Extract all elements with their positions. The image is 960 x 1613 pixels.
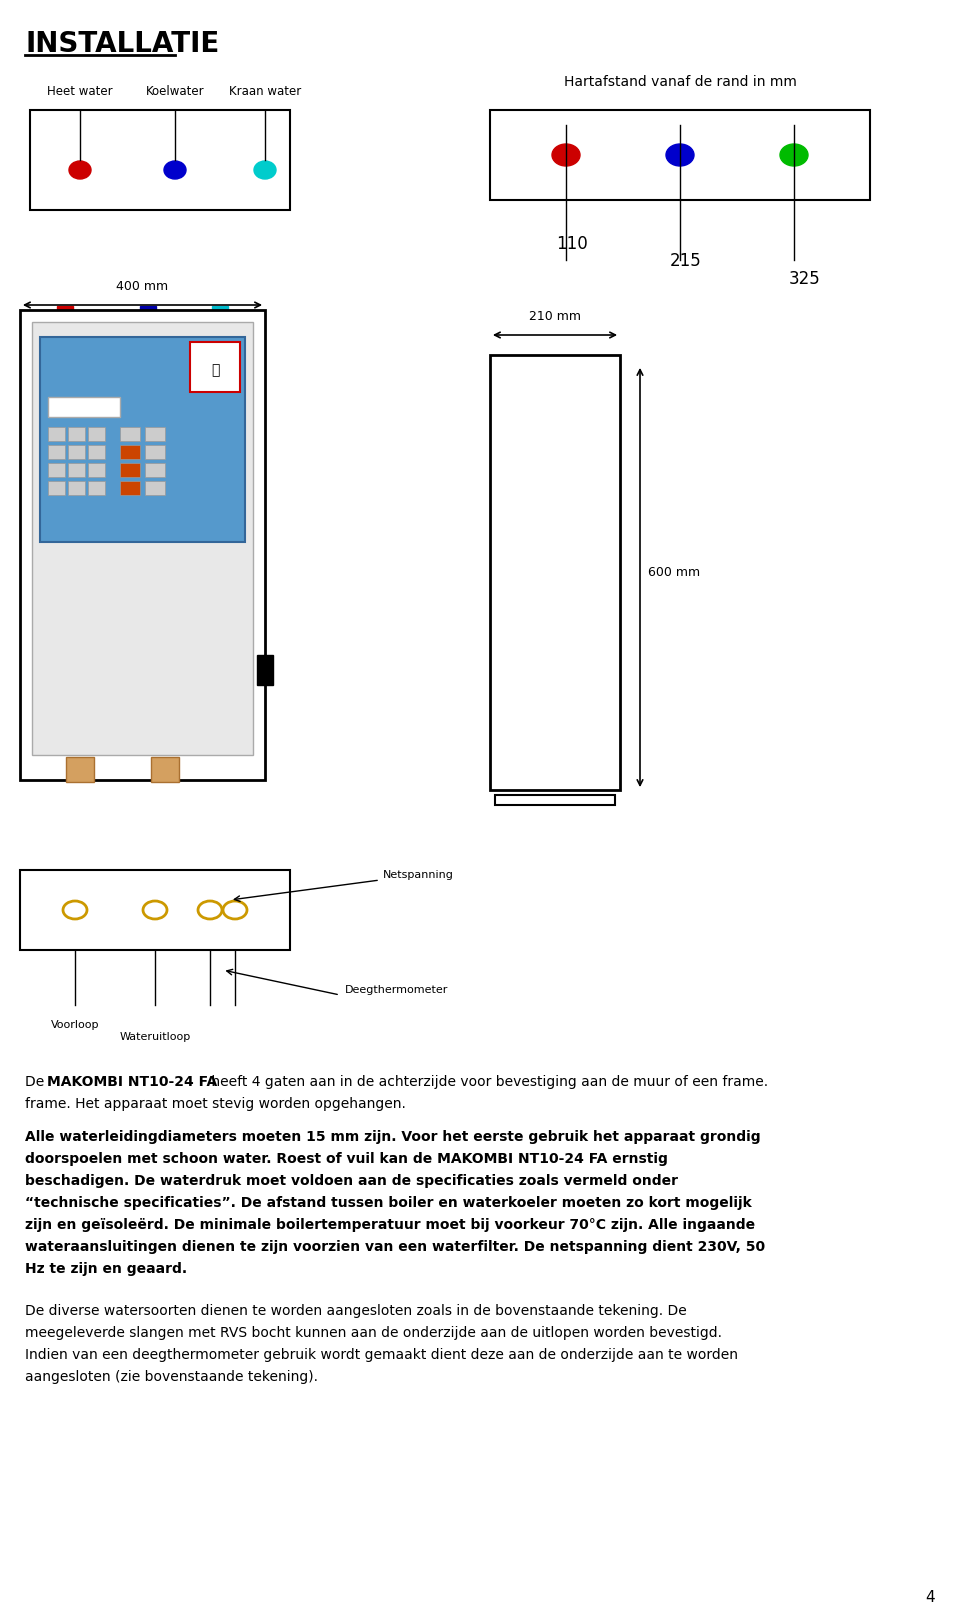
Bar bbox=[48, 481, 65, 495]
Bar bbox=[212, 306, 228, 318]
Bar bbox=[48, 463, 65, 477]
Text: 🔧: 🔧 bbox=[211, 363, 219, 377]
Text: De diverse watersoorten dienen te worden aangesloten zoals in de bovenstaande te: De diverse watersoorten dienen te worden… bbox=[25, 1303, 686, 1318]
Bar bbox=[40, 337, 245, 542]
Text: Kraan water: Kraan water bbox=[228, 85, 301, 98]
Text: INSTALLATIE: INSTALLATIE bbox=[25, 31, 219, 58]
Bar bbox=[190, 342, 240, 392]
Bar bbox=[490, 110, 870, 200]
Text: 210 mm: 210 mm bbox=[529, 310, 581, 323]
Text: zijn en geïsoleërd. De minimale boilertemperatuur moet bij voorkeur 70°C zijn. A: zijn en geïsoleërd. De minimale boilerte… bbox=[25, 1218, 756, 1232]
Text: meegeleverde slangen met RVS bocht kunnen aan de onderzijde aan de uitlopen word: meegeleverde slangen met RVS bocht kunne… bbox=[25, 1326, 722, 1340]
Bar bbox=[88, 463, 105, 477]
Bar bbox=[48, 445, 65, 460]
Text: Koelwater: Koelwater bbox=[146, 85, 204, 98]
Ellipse shape bbox=[552, 144, 580, 166]
Bar bbox=[120, 463, 140, 477]
Text: wateraansluitingen dienen te zijn voorzien van een waterfilter. De netspanning d: wateraansluitingen dienen te zijn voorzi… bbox=[25, 1240, 765, 1253]
Bar bbox=[88, 481, 105, 495]
Bar bbox=[32, 323, 253, 755]
Text: Netspanning: Netspanning bbox=[383, 869, 454, 881]
Bar bbox=[151, 756, 179, 782]
Text: Voorloop: Voorloop bbox=[51, 1019, 99, 1031]
Ellipse shape bbox=[254, 161, 276, 179]
Text: 110: 110 bbox=[556, 235, 588, 253]
Bar bbox=[48, 427, 65, 440]
Text: 325: 325 bbox=[789, 269, 821, 289]
Bar bbox=[120, 481, 140, 495]
Bar bbox=[68, 445, 85, 460]
Bar bbox=[120, 427, 140, 440]
Ellipse shape bbox=[666, 144, 694, 166]
Text: 4: 4 bbox=[925, 1590, 935, 1605]
Text: Indien van een deegthermometer gebruik wordt gemaakt dient deze aan de onderzijd: Indien van een deegthermometer gebruik w… bbox=[25, 1348, 738, 1361]
Bar bbox=[68, 481, 85, 495]
Bar bbox=[495, 795, 615, 805]
Text: De: De bbox=[25, 1074, 49, 1089]
Bar bbox=[490, 355, 620, 790]
Text: beschadigen. De waterdruk moet voldoen aan de specificaties zoals vermeld onder: beschadigen. De waterdruk moet voldoen a… bbox=[25, 1174, 678, 1189]
Text: doorspoelen met schoon water. Roest of vuil kan de MAKOMBI NT10-24 FA ernstig: doorspoelen met schoon water. Roest of v… bbox=[25, 1152, 668, 1166]
Bar bbox=[57, 306, 73, 318]
Text: 400 mm: 400 mm bbox=[116, 281, 169, 294]
Text: MAKOMBI NT10-24 FA: MAKOMBI NT10-24 FA bbox=[47, 1074, 217, 1089]
Bar bbox=[68, 427, 85, 440]
Bar bbox=[20, 869, 290, 950]
Bar bbox=[30, 110, 290, 210]
Bar bbox=[145, 427, 165, 440]
Ellipse shape bbox=[164, 161, 186, 179]
Text: Hz te zijn en geaard.: Hz te zijn en geaard. bbox=[25, 1261, 187, 1276]
Bar bbox=[145, 463, 165, 477]
Text: Deegthermometer: Deegthermometer bbox=[345, 986, 448, 995]
Bar bbox=[68, 463, 85, 477]
Ellipse shape bbox=[780, 144, 808, 166]
Text: Alle waterleidingdiameters moeten 15 mm zijn. Voor het eerste gebruik het appara: Alle waterleidingdiameters moeten 15 mm … bbox=[25, 1131, 760, 1144]
Text: frame. Het apparaat moet stevig worden opgehangen.: frame. Het apparaat moet stevig worden o… bbox=[25, 1097, 406, 1111]
Bar bbox=[88, 445, 105, 460]
Bar bbox=[145, 481, 165, 495]
Text: 215: 215 bbox=[670, 252, 702, 269]
Bar bbox=[48, 397, 120, 418]
Text: Hartafstand vanaf de rand in mm: Hartafstand vanaf de rand in mm bbox=[564, 74, 797, 89]
Bar bbox=[20, 310, 265, 781]
Ellipse shape bbox=[69, 161, 91, 179]
Bar bbox=[257, 655, 273, 686]
Text: heeft 4 gaten aan in de achterzijde voor bevestiging aan de muur of een frame.: heeft 4 gaten aan in de achterzijde voor… bbox=[207, 1074, 768, 1089]
Text: Wateruitloop: Wateruitloop bbox=[119, 1032, 191, 1042]
Bar bbox=[140, 306, 156, 318]
Bar bbox=[145, 445, 165, 460]
Text: 600 mm: 600 mm bbox=[648, 566, 700, 579]
Text: Heet water: Heet water bbox=[47, 85, 113, 98]
Bar bbox=[120, 445, 140, 460]
Text: aangesloten (zie bovenstaande tekening).: aangesloten (zie bovenstaande tekening). bbox=[25, 1369, 318, 1384]
Bar bbox=[88, 427, 105, 440]
Bar bbox=[66, 756, 94, 782]
Text: “technische specificaties”. De afstand tussen boiler en waterkoeler moeten zo ko: “technische specificaties”. De afstand t… bbox=[25, 1195, 752, 1210]
